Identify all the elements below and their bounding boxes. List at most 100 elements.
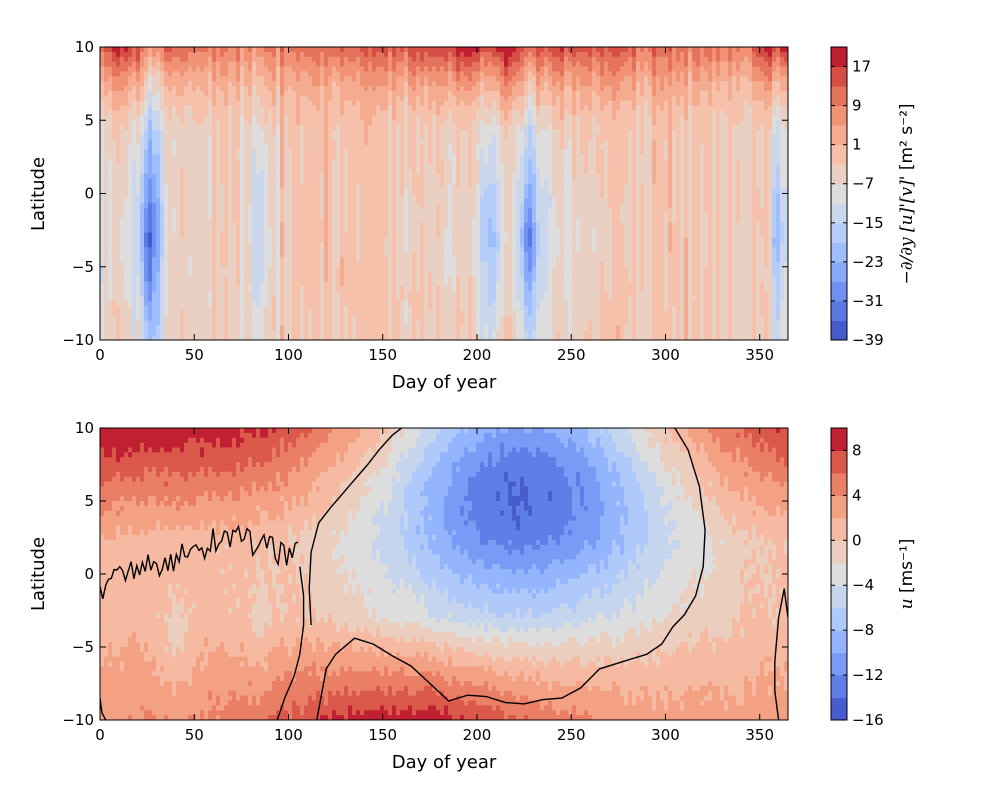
top-field-cell [460,51,465,58]
top-field-cell [684,100,689,107]
top-field-cell [344,105,349,112]
top-field-cell [500,134,505,141]
top-field-cell [472,178,477,185]
top-field-cell [708,110,713,116]
top-field-cell [288,169,293,175]
top-field-cell [268,115,273,121]
top-field-cell [596,144,601,151]
top-field-cell [108,71,113,77]
top-field-cell [172,164,177,170]
top-field-cell [652,173,657,180]
top-field-cell [556,76,561,82]
top-field-cell [672,144,677,151]
top-field-cell [504,178,509,185]
top-field-cell [704,95,709,102]
top-field-cell [420,86,425,92]
top-field-cell [640,169,645,175]
top-field-cell [148,164,153,170]
top-field-cell [432,76,437,82]
top-field-cell [320,130,325,136]
top-field-cell [544,66,549,73]
top-field-cell [300,71,305,77]
top-field-cell [120,90,125,97]
top-field-cell [344,110,349,116]
top-field-cell [160,51,165,58]
top-field-cell [500,71,505,77]
top-field-cell [772,105,777,112]
top-field-cell [720,56,725,63]
top-field-cell [676,178,681,185]
top-field-cell [568,100,573,107]
top-field-cell [412,144,417,151]
top-field-cell [160,164,165,170]
top-field-cell [480,173,485,180]
top-field-cell [168,130,173,136]
top-field-cell [120,86,125,92]
top-field-cell [292,66,297,73]
top-field-cell [180,56,185,63]
top-field-cell [480,90,485,97]
top-field-cell [136,95,141,102]
top-field-cell [244,81,249,87]
top-field-cell [208,56,213,63]
top-field-cell [520,61,525,68]
top-field-cell [576,90,581,97]
top-field-cell [288,47,293,53]
top-field-cell [184,144,189,151]
top-field-cell [304,61,309,68]
top-field-cell [492,125,497,131]
top-field-cell [316,47,321,53]
top-field-cell [628,115,633,121]
top-field-cell [200,56,205,63]
top-field-cell [660,173,665,180]
top-field-cell [468,100,473,107]
top-field-cell [700,51,705,58]
top-field-cell [124,76,129,82]
top-field-cell [100,159,105,165]
top-field-cell [372,90,377,97]
top-field-cell [176,105,181,112]
top-field-cell [136,61,141,68]
top-field-cell [460,144,465,151]
top-field-cell [396,159,401,165]
top-field-cell [248,76,253,82]
top-field-cell [324,51,329,58]
top-field-cell [564,178,569,185]
top-field-cell [512,100,517,107]
top-field-cell [616,139,621,146]
top-field-cell [104,125,109,131]
top-field-cell [140,90,145,97]
top-field-cell [304,110,309,116]
top-field-cell [628,86,633,92]
top-field-cell [760,95,765,102]
top-field-cell [404,90,409,97]
top-field-cell [340,100,345,107]
top-field-cell [560,159,565,165]
top-field-cell [180,130,185,136]
top-field-cell [152,134,157,141]
top-field-cell [520,125,525,131]
top-field-cell [508,86,513,92]
top-field-cell [400,110,405,116]
top-field-cell [428,139,433,146]
top-field-cell [208,100,213,107]
top-field-cell [100,154,105,160]
top-field-cell [484,110,489,116]
top-field-cell [368,51,373,58]
top-field-cell [412,47,417,53]
top-field-cell [764,56,769,63]
top-field-cell [608,173,613,180]
top-field-cell [204,130,209,136]
top-field-cell [488,120,493,126]
top-field-cell [168,125,173,131]
top-field-cell [532,144,537,151]
top-field-cell [588,76,593,82]
top-field-cell [544,90,549,97]
top-field-cell [424,115,429,121]
top-field-cell [612,134,617,141]
top-field-cell [708,76,713,82]
top-field-cell [336,110,341,116]
top-field-cell [668,130,673,136]
top-field-cell [752,66,757,73]
top-field-cell [328,95,333,102]
